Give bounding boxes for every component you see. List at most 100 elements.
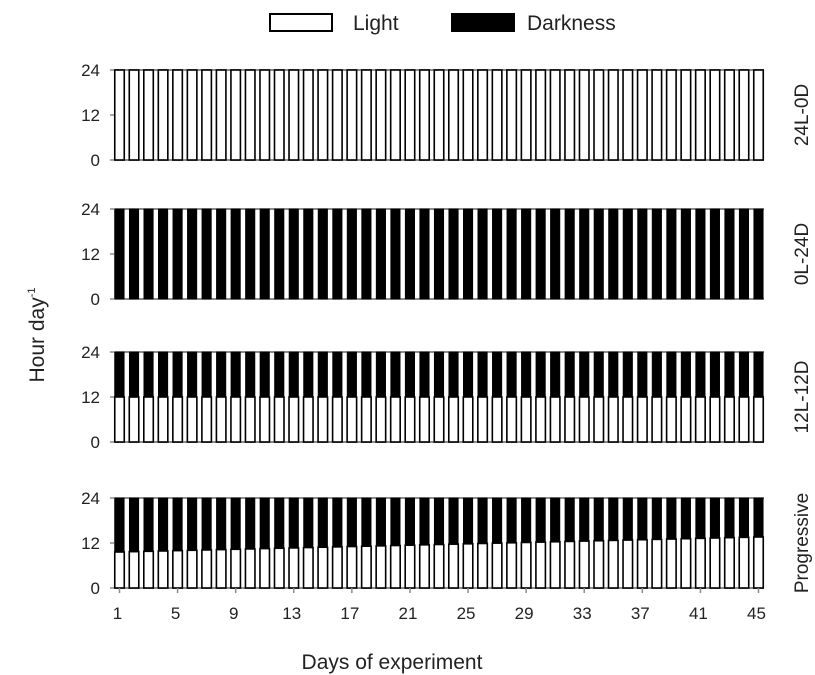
svg-text:Hour day-1: Hour day-1 — [26, 288, 49, 383]
bar-dark-day-15 — [317, 208, 328, 300]
bar-dark-day-37 — [637, 351, 648, 398]
bar-dark-day-35 — [608, 351, 619, 398]
bar-light-day-34 — [593, 539, 605, 589]
bar-dark-day-21 — [404, 208, 416, 300]
bar-light-day-42 — [709, 69, 721, 161]
bar-light-day-29 — [520, 69, 532, 161]
bar-dark-day-2 — [128, 208, 140, 300]
bar-dark-day-40 — [680, 497, 691, 540]
bar-light-day-20 — [389, 544, 401, 589]
bar-light-day-9 — [230, 69, 242, 161]
bar-dark-day-25 — [462, 208, 474, 300]
bar-dark-day-4 — [158, 497, 169, 552]
bar-dark-day-44 — [738, 351, 750, 398]
y-tick-label: 12 — [81, 534, 100, 553]
bar-light-day-3 — [142, 550, 155, 589]
bar-dark-day-12 — [274, 497, 285, 549]
bar-light-day-2 — [128, 396, 140, 443]
bar-light-day-10 — [244, 396, 256, 443]
bar-light-day-29 — [520, 541, 532, 589]
bar-dark-day-32 — [564, 497, 575, 542]
bar-dark-day-9 — [230, 351, 241, 398]
bar-dark-day-9 — [230, 497, 241, 550]
bar-light-day-33 — [578, 540, 590, 589]
bar-dark-day-45 — [753, 208, 764, 300]
legend-label-light: Light — [353, 12, 399, 35]
bar-light-day-5 — [172, 69, 184, 161]
bar-dark-day-4 — [158, 351, 169, 398]
bar-dark-day-24 — [448, 208, 459, 300]
x-tick-label: 13 — [282, 604, 301, 623]
x-tick-label: 9 — [229, 604, 238, 623]
y-axis-title-exponent: -1 — [26, 288, 38, 298]
bar-light-day-1 — [113, 396, 126, 443]
legend: Light Darkness — [269, 12, 616, 35]
bar-dark-day-32 — [564, 351, 575, 398]
bar-light-day-33 — [578, 69, 590, 161]
bar-dark-day-10 — [245, 497, 256, 550]
bar-dark-day-34 — [593, 208, 604, 300]
bar-light-day-8 — [215, 396, 227, 443]
bar-dark-day-3 — [143, 208, 154, 300]
bar-light-day-26 — [477, 69, 489, 161]
bar-light-day-25 — [462, 396, 474, 443]
bar-dark-day-18 — [361, 497, 372, 547]
bar-light-day-15 — [317, 546, 329, 589]
bar-dark-day-26 — [477, 497, 488, 544]
bar-dark-day-37 — [637, 497, 648, 541]
bar-light-day-18 — [360, 545, 372, 589]
panel-label: 12L-12D — [792, 361, 813, 434]
bar-dark-day-10 — [245, 208, 256, 300]
bar-light-day-11 — [259, 547, 271, 589]
bar-dark-day-24 — [448, 351, 459, 398]
bar-dark-day-27 — [492, 497, 503, 544]
bar-dark-day-6 — [187, 497, 198, 551]
bar-dark-day-26 — [477, 208, 488, 300]
bar-light-day-8 — [215, 548, 227, 589]
bar-dark-day-29 — [521, 208, 532, 300]
bar-light-day-26 — [477, 396, 489, 443]
bar-dark-day-38 — [651, 351, 662, 398]
bar-dark-day-15 — [317, 351, 328, 398]
bar-light-day-13 — [288, 69, 300, 161]
bar-light-day-24 — [447, 396, 460, 443]
y-tick-label: 0 — [91, 151, 100, 170]
bar-dark-day-19 — [375, 351, 386, 398]
bar-light-day-19 — [375, 396, 387, 443]
bar-dark-day-17 — [346, 351, 357, 398]
bar-light-day-10 — [244, 69, 256, 161]
bar-light-day-4 — [157, 396, 169, 443]
panel-0l-24d: 0 12 24 0L-24D — [81, 200, 813, 309]
bar-light-day-2 — [128, 550, 140, 589]
bar-light-day-37 — [636, 396, 648, 443]
bar-dark-day-13 — [288, 351, 299, 398]
bar-dark-day-20 — [390, 351, 401, 398]
panel-12l-12d: 0 12 24 12L-12D — [81, 343, 813, 452]
bar-dark-day-7 — [201, 497, 212, 551]
bar-light-day-27 — [491, 542, 503, 589]
bar-dark-day-23 — [433, 497, 445, 545]
bar-light-day-8 — [215, 69, 227, 161]
bar-light-day-25 — [462, 69, 474, 161]
bar-dark-day-23 — [433, 208, 445, 300]
bar-dark-day-16 — [332, 351, 343, 398]
bar-light-day-39 — [665, 396, 677, 443]
bar-light-day-3 — [142, 69, 155, 161]
bar-light-day-39 — [665, 538, 677, 589]
bar-dark-day-40 — [680, 208, 691, 300]
bar-dark-day-14 — [303, 351, 314, 398]
bar-dark-day-16 — [332, 208, 343, 300]
bar-dark-day-7 — [201, 208, 212, 300]
bar-light-day-38 — [651, 538, 663, 589]
bar-dark-day-34 — [593, 497, 604, 542]
bar-light-day-29 — [520, 396, 532, 443]
bar-light-day-6 — [186, 396, 198, 443]
bar-light-day-43 — [723, 69, 736, 161]
x-axis-ticks: 1 5 9 13 17 21 25 29 33 37 41 45 — [113, 588, 766, 623]
x-tick-label: 17 — [340, 604, 359, 623]
bar-light-day-31 — [549, 540, 561, 589]
bar-dark-day-25 — [462, 497, 474, 545]
bar-dark-day-7 — [201, 351, 212, 398]
bar-dark-day-33 — [579, 351, 590, 398]
bar-dark-day-41 — [695, 208, 706, 300]
